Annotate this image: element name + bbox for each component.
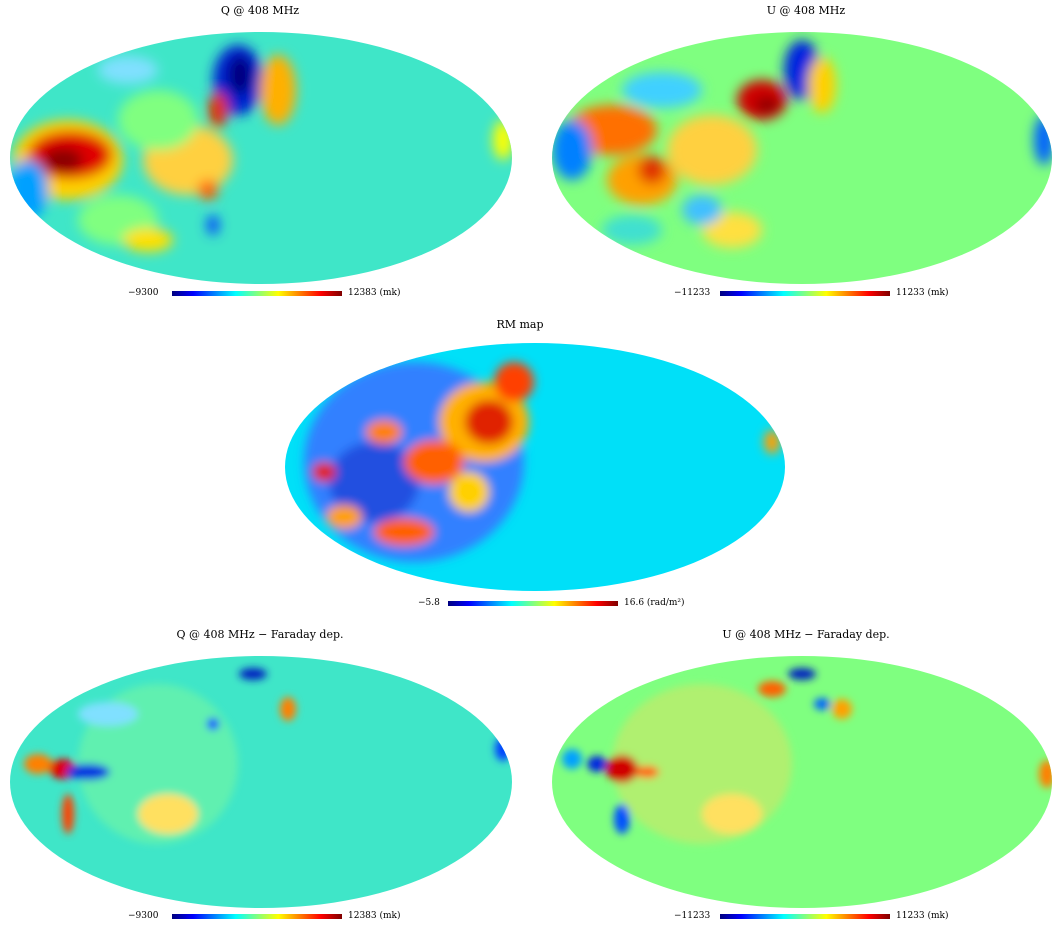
q-map-title: Q @ 408 MHz (220, 4, 300, 17)
q-dep-map-svg (10, 656, 512, 908)
q-dep-colorbar (172, 914, 342, 919)
u-dep-map-svg (552, 656, 1052, 908)
u-dep-colorbar-min: −11233 (674, 911, 711, 921)
q-map-svg (10, 32, 512, 284)
rm-map (284, 342, 786, 592)
rm-colorbar (448, 601, 618, 606)
q-dep-colorbar-max: 12383 (mk) (348, 911, 401, 921)
q-colorbar-max: 12383 (mk) (348, 288, 401, 298)
u-dep-map (552, 654, 1052, 910)
rm-map-title: RM map (496, 318, 544, 331)
q-dep-colorbar-min: −9300 (128, 911, 159, 921)
q-dep-map (8, 654, 514, 910)
rm-map-svg (285, 343, 785, 591)
u-dep-colorbar-max: 11233 (mk) (896, 911, 949, 921)
q-colorbar-min: −9300 (128, 288, 159, 298)
u-map-title: U @ 408 MHz (766, 4, 846, 17)
u-map (552, 30, 1052, 286)
q-dep-map-title: Q @ 408 MHz − Faraday dep. (176, 628, 344, 641)
q-map (8, 30, 514, 286)
u-map-svg (552, 32, 1052, 284)
u-colorbar (720, 291, 890, 296)
u-colorbar-min: −11233 (674, 288, 711, 298)
u-dep-map-title: U @ 408 MHz − Faraday dep. (722, 628, 890, 641)
u-colorbar-max: 11233 (mk) (896, 288, 949, 298)
rm-colorbar-min: −5.8 (418, 598, 440, 608)
u-dep-colorbar (720, 914, 890, 919)
q-colorbar (172, 291, 342, 296)
rm-colorbar-max: 16.6 (rad/m²) (624, 598, 685, 608)
